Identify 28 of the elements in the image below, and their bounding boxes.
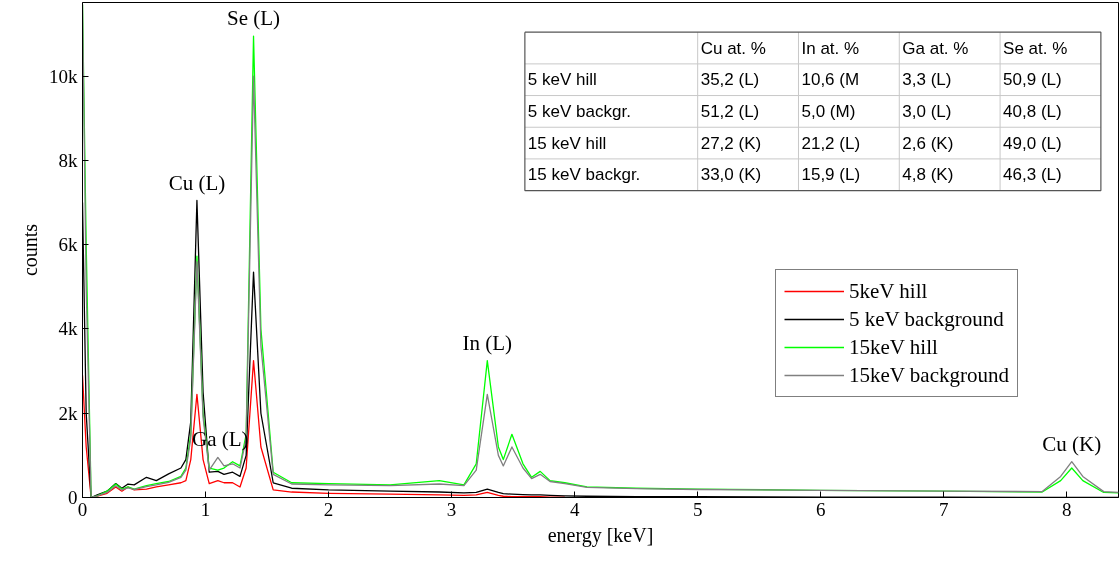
- x-axis-title: energy [keV]: [547, 523, 654, 547]
- x-tick-label: 6: [815, 498, 826, 520]
- x-tick-label: 5: [692, 498, 703, 520]
- y-tick-label: 10k: [49, 65, 78, 87]
- y-axis-title: counts: [19, 223, 41, 277]
- x-tick-label: 8: [1062, 498, 1072, 520]
- legend-label: 5keV hill: [849, 278, 928, 304]
- y-tick-label: 2k: [58, 402, 78, 424]
- x-tick-label: 2: [323, 498, 334, 520]
- annotation: Se (L): [226, 6, 281, 31]
- annotation: Cu (L): [168, 170, 226, 195]
- text: 5 keV hill 35,2 (L) 10,6 (M 3,3 (L) 50,9 (L): [527, 70, 1062, 90]
- x-tick-label: 3: [446, 498, 457, 520]
- x-tick-label: 4: [569, 498, 580, 520]
- text: 15 keV backgr. 33,0 (K) 15,9 (L) 4,8 (K) 46,3 (L): [527, 165, 1062, 185]
- x-tick-label: 7: [939, 498, 949, 520]
- x-tick-label: 1: [200, 498, 211, 520]
- annotation: In (L): [462, 330, 513, 355]
- legend-label: 15keV background: [849, 362, 1009, 388]
- text: Cu at. % In at. % Ga at. % Se at. %: [700, 38, 1068, 58]
- y-tick-label: 6k: [58, 234, 78, 256]
- annotation: Cu (K): [1042, 431, 1102, 456]
- text: 5 keV backgr. 51,2 (L) 5,0 (M) 3,0 (L) 40,8 (L): [527, 101, 1062, 121]
- legend-label: 15keV hill: [849, 334, 938, 360]
- text: 15 keV hill 27,2 (K) 21,2 (L) 2,6 (K) 49,0 (L): [527, 133, 1062, 153]
- legend-label: 5 keV background: [849, 306, 1004, 332]
- y-tick-label: 8k: [58, 149, 78, 171]
- y-tick-label: 4k: [58, 318, 78, 340]
